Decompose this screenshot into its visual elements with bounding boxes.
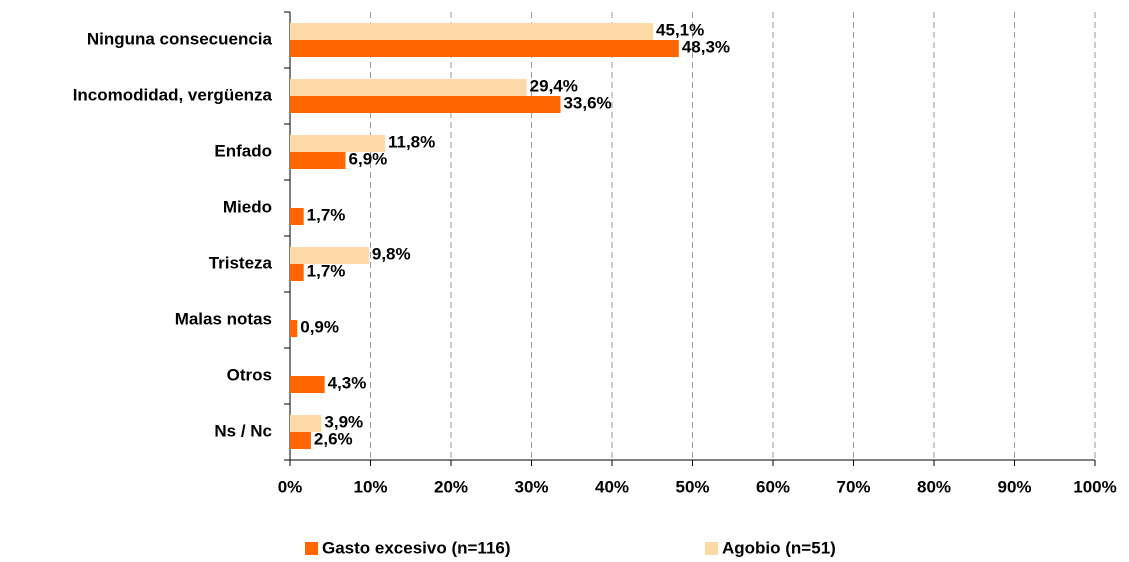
x-tick-label: 10% <box>353 477 387 496</box>
y-tick-label: Tristeza <box>209 253 273 272</box>
bar <box>290 376 325 393</box>
x-tick-label: 40% <box>595 477 629 496</box>
legend-swatch <box>305 542 318 555</box>
value-label: 48,3% <box>682 37 730 56</box>
y-tick-label: Enfado <box>214 141 272 160</box>
bar <box>290 432 311 449</box>
x-tick-label: 50% <box>675 477 709 496</box>
x-tick-label: 60% <box>756 477 790 496</box>
value-label: 1,7% <box>307 205 346 224</box>
y-tick-label: Miedo <box>223 197 272 216</box>
value-label: 9,8% <box>372 244 411 263</box>
bar <box>290 247 369 264</box>
bar <box>290 40 679 57</box>
x-tick-label: 0% <box>278 477 303 496</box>
legend-label: Agobio (n=51) <box>722 538 836 557</box>
bar <box>290 23 654 40</box>
value-label: 6,9% <box>349 149 388 168</box>
y-tick-label: Ninguna consecuencia <box>87 29 273 48</box>
bar <box>290 264 304 281</box>
bar <box>290 208 304 225</box>
x-tick-label: 70% <box>836 477 870 496</box>
x-tick-label: 90% <box>997 477 1031 496</box>
value-label: 4,3% <box>328 373 367 392</box>
bar <box>290 96 561 113</box>
value-label: 3,9% <box>324 412 363 431</box>
x-tick-label: 100% <box>1073 477 1116 496</box>
value-label: 29,4% <box>530 76 578 95</box>
y-tick-label: Ns / Nc <box>214 421 272 440</box>
bar <box>290 415 322 432</box>
bar <box>290 320 298 337</box>
value-label: 11,8% <box>388 132 435 151</box>
value-label: 2,6% <box>314 429 353 448</box>
x-tick-label: 80% <box>917 477 951 496</box>
x-tick-label: 30% <box>514 477 548 496</box>
bar <box>290 152 346 169</box>
y-tick-label: Malas notas <box>175 309 272 328</box>
value-label: 0,9% <box>300 317 339 336</box>
bar <box>290 79 527 96</box>
y-tick-label: Incomodidad, vergüenza <box>73 85 273 104</box>
y-tick-label: Otros <box>227 365 272 384</box>
legend-label: Gasto excesivo (n=116) <box>322 538 511 557</box>
value-label: 45,1% <box>656 20 704 39</box>
legend-swatch <box>705 542 718 555</box>
value-label: 33,6% <box>563 93 611 112</box>
value-label: 1,7% <box>307 261 346 280</box>
bar <box>290 135 385 152</box>
x-tick-label: 20% <box>434 477 468 496</box>
